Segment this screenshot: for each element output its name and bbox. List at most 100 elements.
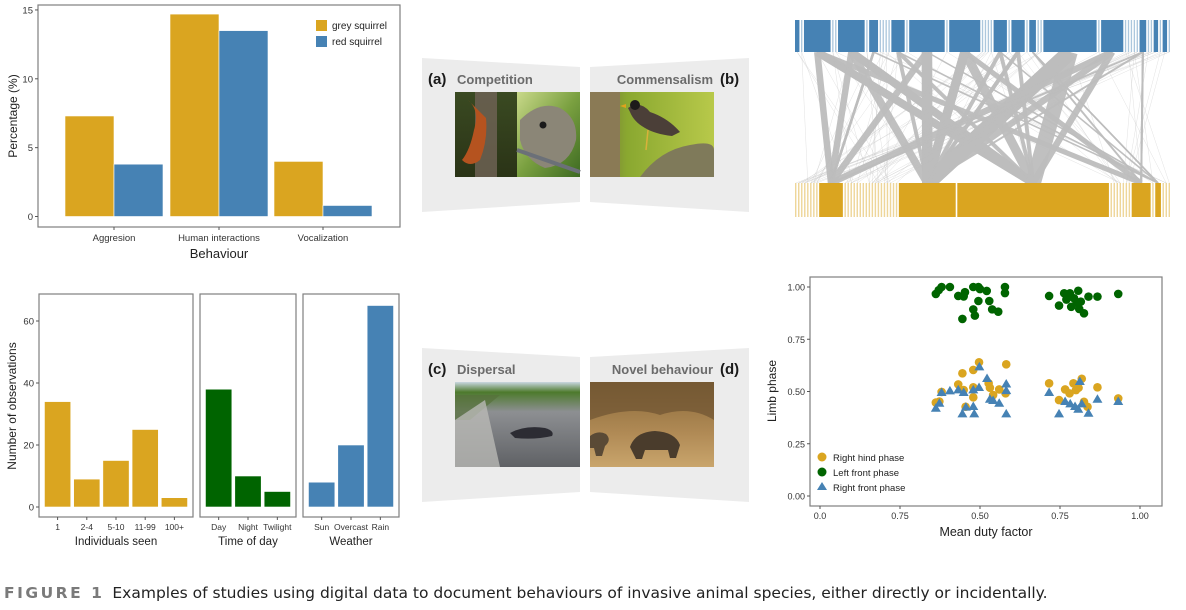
network-bottom-node [850,183,852,217]
point-right-front-phase [1113,396,1124,406]
point-right-hind-phase [968,393,978,402]
network-link [878,51,1170,184]
point-right-hind-phase [994,385,1004,394]
network-top-node [832,20,834,52]
point-left-front-phase [993,307,1003,316]
point-right-front-phase [1060,396,1071,406]
figure-label: FIGURE 1 [4,584,105,602]
legend-label-red-squirrel: red squirrel [332,37,382,48]
network-link [810,51,874,184]
point-right-hind-phase [1093,383,1102,392]
network-bottom-node [886,183,889,217]
network-bottom-node [1155,183,1161,217]
network-bottom-node [807,183,809,217]
x-tick-label: Sun [314,522,329,532]
network-bottom-node [1152,183,1154,217]
network-top-node [885,20,887,52]
network-link [1125,51,1170,184]
network-bottom-node [871,183,874,217]
point-right-front-phase [974,382,985,392]
network-top-node [1139,20,1147,52]
network-top-node [949,20,981,52]
network-top-node [981,20,984,52]
x-tick-label: Rain [372,522,390,532]
panel-title-competition: Competition [457,72,533,87]
photo-panels: (a) Competition Commensalism (b) (c) Dis… [422,58,749,502]
network-bottom-node [1116,183,1118,217]
x-tick-label: 0.75 [1051,511,1069,521]
bar-time-of-day-day [205,388,233,508]
network-link [884,51,1161,184]
bar-individuals-seen-100 [160,497,188,508]
point-right-front-phase [1044,387,1055,397]
legend-label-left-front: Left front phase [833,468,899,479]
x-tick-label: 0.0 [814,511,827,521]
y-tick-label: 0.75 [787,335,805,345]
network-top-node [1026,20,1028,52]
point-right-front-phase [974,361,985,371]
point-right-front-phase [1001,385,1012,395]
network-bottom-node [862,183,865,217]
network-link [813,51,852,184]
x-tick-label: 11-99 [135,522,156,532]
network-bottom-node [892,183,895,217]
y-tick-label: 40 [23,379,34,390]
network-link [872,51,1001,184]
network-top-node [1098,20,1100,52]
point-right-front-phase [969,408,980,418]
network-link [813,51,908,184]
point-right-front-phase [936,387,947,397]
x-tick-label: Aggresion [93,233,136,244]
network-top-node [1127,20,1130,52]
point-left-front-phase [1076,297,1086,306]
y-tick-label: 60 [23,317,34,328]
network-link [798,51,1152,184]
bar-aggresion-red-squirrel [113,163,164,217]
network-bottom-node [1125,183,1128,217]
network-link [1030,50,1115,185]
network-link [798,51,1042,184]
point-right-hind-phase [1044,379,1054,388]
network-bottom-node [798,183,800,217]
point-right-front-phase [968,384,979,394]
network-bottom-node [868,183,871,217]
network-bottom-node [865,183,868,217]
panel-tag-b: (b) [720,71,739,88]
point-right-front-phase [1074,376,1085,385]
y-tick-label: 5 [28,143,33,154]
point-right-front-phase [1073,404,1084,413]
point-right-hind-phase [953,380,963,389]
network-link [828,50,930,185]
point-left-front-phase [975,284,985,294]
panel-title-dispersal: Dispersal [457,362,516,377]
network-link [1140,51,1144,184]
network-link [847,50,931,185]
point-right-hind-phase [974,357,984,367]
x-tick-label: Night [238,522,258,532]
network-bottom-node [856,183,858,217]
legend-marker-left-front [817,467,827,477]
panel-tag-a: (a) [428,71,446,88]
point-right-hind-phase [958,369,967,378]
panel-title-commensalism: Commensalism [617,72,713,87]
point-left-front-phase [984,296,994,306]
network-top-node [1159,20,1162,52]
network-top-node [946,20,948,52]
point-right-hind-phase [1065,389,1074,398]
network-top-node [1162,20,1168,52]
y-axis-label: Limb phase [765,360,779,422]
plot-frame [809,276,1163,507]
point-right-front-phase [1076,398,1087,408]
network-bottom-node [889,183,892,217]
point-left-front-phase [970,311,980,320]
network-link [1129,51,1166,184]
point-left-front-phase [1000,288,1010,298]
network-link [801,51,808,184]
network-link [810,51,1019,184]
network-bottom-node [801,183,803,217]
point-right-hind-phase [1074,383,1083,393]
x-axis-label: Mean duty factor [939,525,1032,539]
point-right-front-phase [1065,398,1076,408]
network-link [797,51,879,184]
